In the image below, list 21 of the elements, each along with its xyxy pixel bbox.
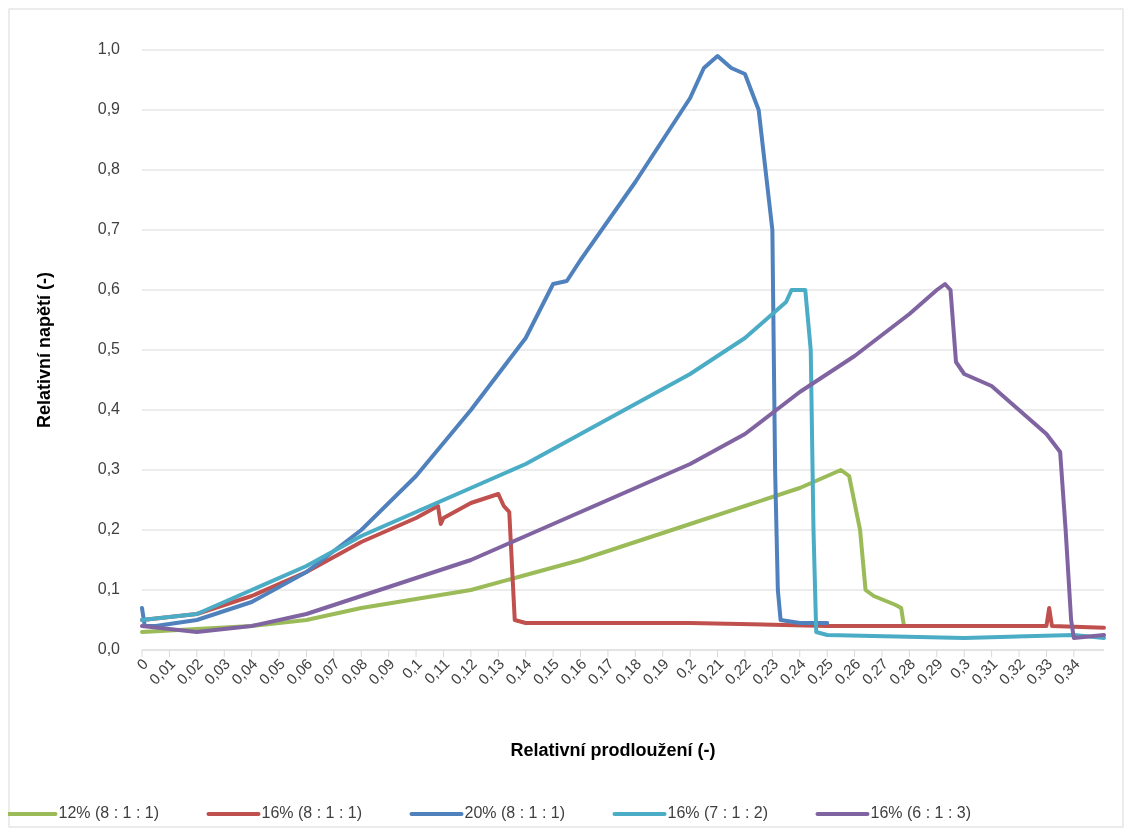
y-tick-label: 0,2 [97, 520, 121, 538]
y-axis-title: Relativní napětí (-) [34, 271, 54, 429]
legend-label: 20% (8 : 1 : 1) [464, 804, 565, 822]
legend-label: 16% (6 : 1 : 3) [870, 804, 971, 822]
y-tick-label: 0,9 [97, 100, 121, 118]
y-tick-label: 0,8 [97, 160, 121, 178]
y-tick-label: 0,1 [97, 580, 121, 598]
legend-label: 16% (7 : 1 : 2) [667, 804, 768, 822]
y-tick-label: 0,6 [97, 280, 121, 298]
y-tick-label: 0,3 [97, 460, 121, 478]
y-tick-label: 0,4 [97, 400, 121, 418]
y-tick-label: 0,5 [97, 340, 121, 358]
legend-label: 12% (8 : 1 : 1) [58, 804, 159, 822]
line-series [140, 54, 830, 628]
y-tick-label: 0,0 [97, 640, 121, 658]
y-tick-label: 1,0 [97, 40, 121, 58]
x-tick-label: 0 [133, 654, 151, 673]
y-tick-label: 0,7 [97, 220, 121, 238]
legend-label: 16% (8 : 1 : 1) [261, 804, 362, 822]
x-tick-label: 0,1 [398, 654, 425, 682]
x-axis-title: Relativní prodloužení (-) [510, 740, 716, 760]
